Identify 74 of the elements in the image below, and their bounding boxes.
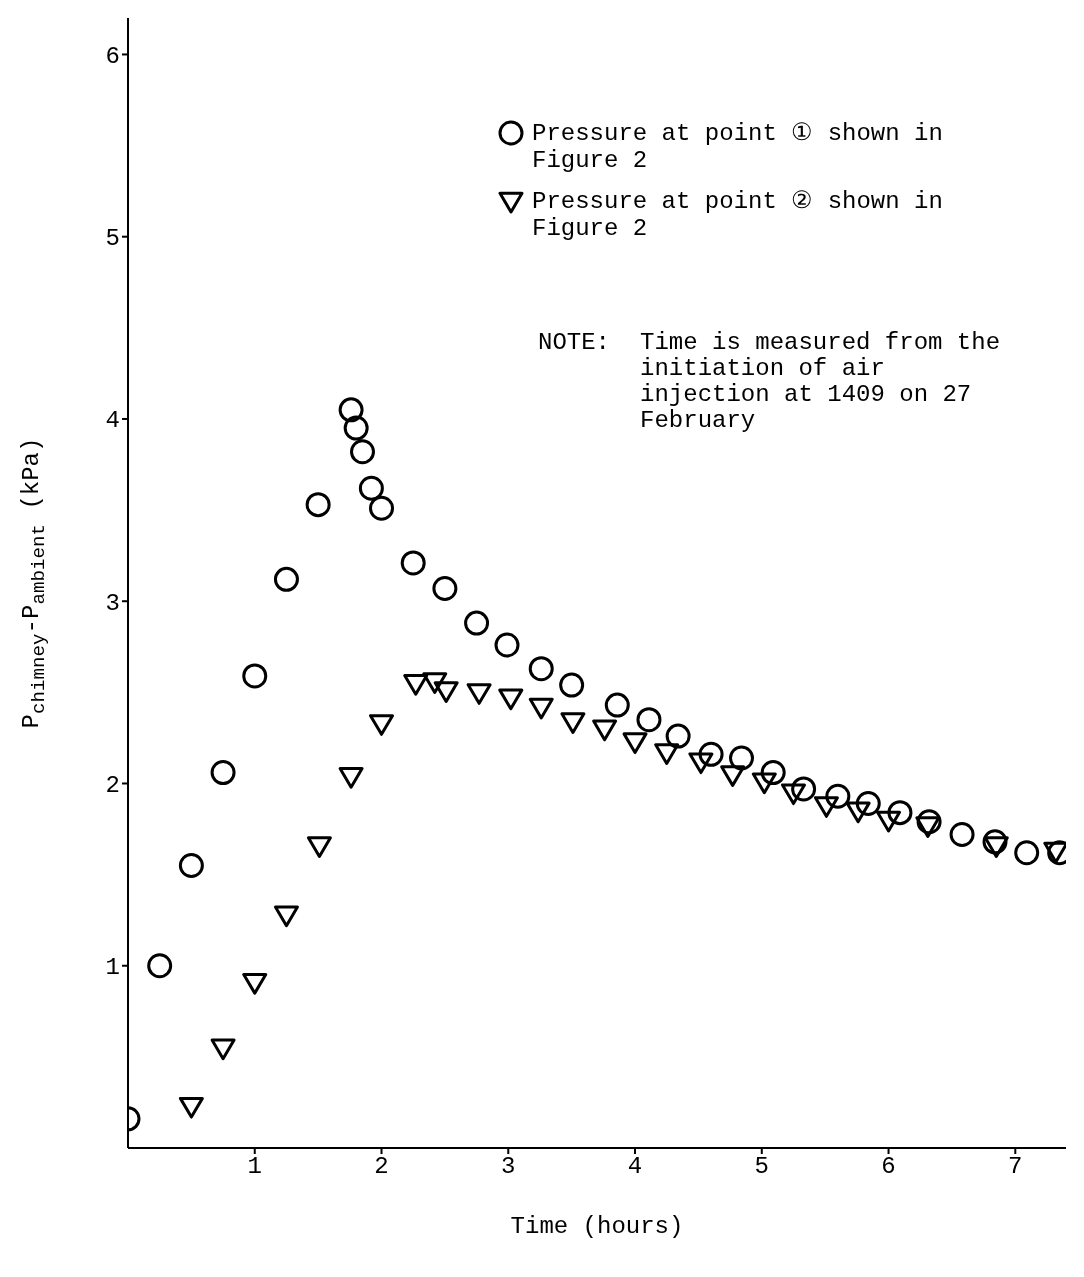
point: [1014, 840, 1040, 866]
point: [422, 672, 448, 694]
point: [305, 492, 331, 518]
point: [242, 972, 268, 995]
point: [338, 397, 364, 423]
x-tick-label: 3: [501, 1153, 516, 1181]
point: [273, 566, 299, 592]
point: [343, 415, 369, 441]
point: [982, 829, 1008, 855]
point: [949, 822, 975, 848]
point: [400, 550, 426, 576]
point: [147, 953, 173, 979]
point: [698, 741, 724, 767]
y-tick-label: 5: [105, 225, 120, 253]
x-tick-label: 2: [374, 1153, 389, 1181]
x-tick-label: 1: [247, 1153, 262, 1181]
point: [855, 791, 881, 817]
y-tick-label: 2: [105, 772, 120, 799]
x-tick-label: 5: [754, 1153, 769, 1181]
point: [559, 672, 585, 698]
point: [688, 752, 714, 775]
point: [751, 772, 777, 795]
point: [466, 683, 492, 705]
point: [498, 688, 524, 711]
point: [636, 707, 662, 733]
point: [528, 697, 554, 720]
point: [665, 723, 691, 749]
y-tick-label: 6: [105, 42, 120, 70]
point: [780, 783, 806, 806]
point: [983, 836, 1009, 858]
point: [178, 1096, 204, 1119]
y-tick-label: 1: [105, 954, 120, 982]
point: [791, 776, 817, 802]
point: [369, 495, 395, 521]
point: [210, 760, 236, 786]
legend-label: Pressure at point ② shown in Figure 2: [532, 187, 944, 242]
point: [464, 610, 490, 636]
point: [242, 663, 268, 689]
point: [494, 632, 520, 658]
point: [916, 809, 942, 835]
point: [876, 810, 902, 833]
point: [528, 656, 554, 682]
point: [604, 692, 630, 718]
point: [350, 439, 375, 465]
point: [369, 714, 395, 736]
point: [306, 836, 332, 858]
point: [273, 905, 299, 928]
point: [178, 853, 204, 878]
point: [654, 743, 680, 765]
point: [403, 674, 429, 696]
y-tick-label: 3: [105, 589, 120, 617]
point: [825, 783, 851, 809]
point: [358, 475, 384, 501]
point: [622, 732, 648, 755]
y-tick-label: 4: [105, 407, 120, 435]
point: [729, 745, 754, 771]
point: [813, 796, 839, 818]
point: [338, 766, 364, 789]
point: [592, 719, 618, 742]
x-tick-label: 4: [627, 1153, 643, 1181]
x-axis-title: Time (hours): [510, 1213, 684, 1240]
legend-label: Pressure at point ① shown in Figure 2: [532, 119, 944, 174]
point: [433, 681, 459, 704]
point: [720, 765, 746, 787]
x-tick-label: 6: [881, 1153, 896, 1181]
point: [560, 712, 586, 735]
point: [887, 800, 913, 826]
point: [915, 816, 941, 838]
point: [845, 801, 871, 824]
point: [760, 760, 786, 786]
point: [210, 1038, 236, 1061]
x-tick-label: 7: [1008, 1153, 1023, 1181]
point: [432, 575, 458, 601]
text: NOTE: Time is measured from the initiation of air injection at 1409 on 27 February: [538, 329, 1001, 434]
